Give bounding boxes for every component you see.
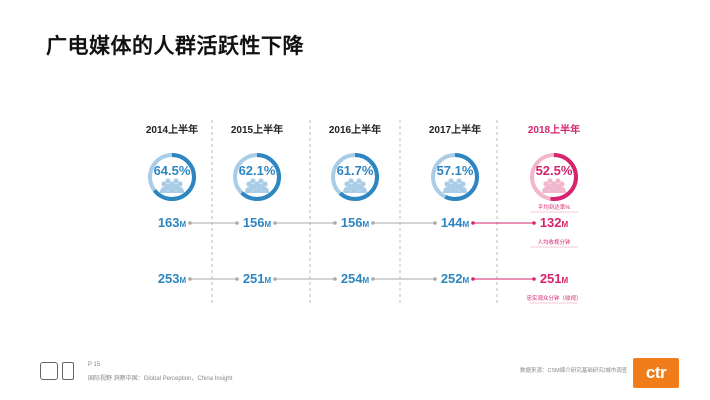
minutes-dot [433,221,437,225]
reach-value: 61.7% [337,163,374,178]
reach-annotation: 平均到达率% [538,203,571,211]
minutes-value: 132M [540,215,569,230]
ring-progress [431,153,479,201]
minutes-dot [532,221,536,225]
reach-value: 57.1% [437,163,474,178]
minutes-value: 163M [158,215,187,230]
footer-slogan: 国际视野 洞察中国：Global Perception，China Insigh… [88,376,233,382]
minutes-dot [371,221,375,225]
loyal-annotation: 忠实观众分钟（收视） [526,294,581,302]
ring-progress [331,153,379,201]
loyal-dot [532,277,536,281]
loyal-value: 254M [341,271,370,286]
loyal-dot [235,277,239,281]
partner-logo-icon [62,362,74,380]
page-title: 广电媒体的人群活跃性下降 [46,35,304,58]
data-source: 数据来源：CSM媒介研究基础研究/城市调查 [520,368,628,374]
page-number: P 15 [88,362,101,368]
loyal-dot [433,277,437,281]
loyal-value: 252M [441,271,470,286]
ring-progress [233,153,281,201]
minutes-value: 156M [243,215,272,230]
year-header: 2018上半年 [528,123,580,136]
people-group-icon [542,178,566,193]
activity-chart: 2014上半年 2015上半年 2016上半年 2017上半年 2018上半年 64.5%… [146,120,582,305]
reach-value: 52.5% [536,163,573,178]
loyal-value: 251M [243,271,272,286]
loyal-value: 251M [540,271,569,286]
year-header: 2014上半年 [146,123,198,136]
ctr-logo: ctr [633,358,679,388]
minutes-value: 144M [441,215,470,230]
minutes-dot [333,221,337,225]
minutes-dot [235,221,239,225]
people-group-icon [443,178,467,193]
ring-progress [530,153,578,201]
minutes-dot [471,221,475,225]
loyal-dot [273,277,277,281]
reach-value: 62.1% [239,163,276,178]
year-header: 2015上半年 [231,123,283,136]
minutes-value: 156M [341,215,370,230]
minutes-annotation: 人均收视分钟 [537,238,571,246]
people-group-icon [343,178,367,193]
loyal-dot [371,277,375,281]
ring-progress [148,153,196,201]
minutes-dot [273,221,277,225]
loyal-dot [188,277,192,281]
people-group-icon [160,178,184,193]
reach-value: 64.5% [154,163,191,178]
year-header: 2017上半年 [429,123,481,136]
csm-logo-icon [40,362,58,380]
minutes-dot [188,221,192,225]
people-group-icon [245,178,269,193]
loyal-dot [471,277,475,281]
loyal-value: 253M [158,271,187,286]
year-header: 2016上半年 [329,123,381,136]
loyal-dot [333,277,337,281]
